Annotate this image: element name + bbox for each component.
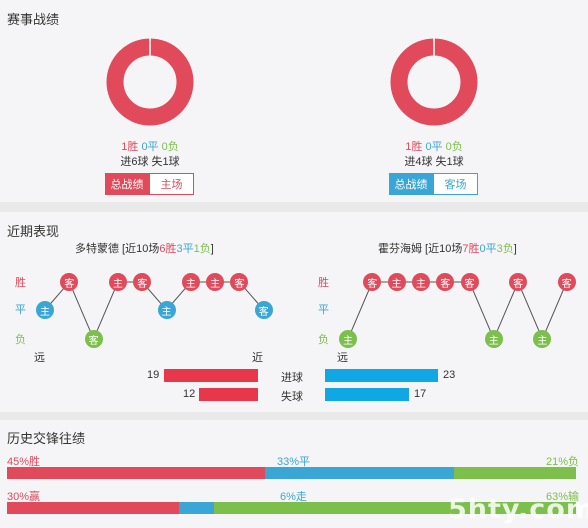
right-form-line [347, 280, 568, 341]
left-total-button[interactable]: 总战绩 [105, 173, 149, 195]
left-draw: 0平 [141, 141, 159, 153]
right-match-node[interactable]: 客 [557, 273, 576, 291]
handicap-win-label: 30%赢 [7, 491, 41, 503]
handicap-loss-bar [214, 502, 576, 514]
left-ylabel-win: 胜 [15, 277, 26, 289]
right-goals-value: 23 [443, 369, 456, 381]
right-far-label: 远 [337, 352, 348, 364]
history-loss-label: 21%负 [546, 456, 580, 468]
history-loss-bar [454, 467, 576, 479]
record-section: 赛事战绩 1胜 0平 0负 进6球 失1球 总战绩 主场 1胜 0平 0负 进4… [0, 0, 588, 202]
left-match-node[interactable]: 主 [157, 301, 176, 319]
handicap-win-bar [7, 502, 179, 514]
left-match-node[interactable]: 客 [60, 273, 79, 291]
right-team-summary: 霍芬海姆 [近10场7胜0平3负] [378, 240, 517, 256]
left-win: 1胜 [121, 141, 139, 153]
right-match-node[interactable]: 客 [509, 273, 528, 291]
right-team-prefix: [近10场 [422, 243, 463, 255]
right-loss: 0负 [445, 141, 463, 153]
recent-title: 近期表现 [7, 224, 60, 239]
left-conceded: 失1球 [151, 156, 180, 168]
right-draw: 0平 [425, 141, 443, 153]
right-conceded-bar [325, 388, 409, 401]
right-team-name: 霍芬海姆 [378, 243, 422, 255]
right-conceded-value: 17 [414, 388, 427, 400]
watermark-logo: 5hty.com [448, 494, 588, 525]
right-ylabel-win: 胜 [318, 277, 329, 289]
right-team-d: 0平 [479, 243, 497, 255]
handicap-loss-label: 63%输 [546, 491, 580, 503]
right-team-l: 3负 [496, 243, 514, 255]
left-loss: 0负 [161, 141, 179, 153]
right-match-node[interactable]: 客 [363, 273, 382, 291]
right-conceded: 失1球 [435, 156, 464, 168]
recent-section: 近期表现 多特蒙德 [近10场6胜3平1负] 霍芬海姆 [近10场7胜0平3负]… [0, 212, 588, 412]
left-match-node[interactable]: 主 [108, 273, 127, 291]
right-goals-bar [325, 369, 438, 382]
right-match-node[interactable]: 客 [436, 273, 455, 291]
right-goals: 进4球 [404, 156, 433, 168]
goals-label: 进球 [281, 372, 303, 384]
right-match-node[interactable]: 客 [460, 273, 479, 291]
left-team-name: 多特蒙德 [75, 243, 119, 255]
right-match-node[interactable]: 主 [411, 273, 430, 291]
left-team-suffix: ] [210, 243, 214, 255]
left-match-node[interactable]: 客 [254, 301, 273, 319]
record-title: 赛事战绩 [7, 12, 60, 27]
left-ylabel-loss: 负 [15, 334, 26, 346]
left-near-label: 近 [252, 352, 263, 364]
left-goals-value: 19 [147, 369, 160, 381]
handicap-push-label: 6%走 [280, 491, 307, 503]
history-win-label: 45%胜 [7, 456, 41, 468]
left-team-d: 3平 [176, 243, 194, 255]
history-win-bar [7, 467, 265, 479]
left-team-l: 1负 [193, 243, 211, 255]
right-away-button[interactable]: 客场 [433, 173, 478, 195]
right-ylabel-loss: 负 [318, 334, 329, 346]
left-ylabel-draw: 平 [15, 304, 26, 316]
left-filter-buttons: 总战绩 主场 [105, 173, 194, 195]
right-donut [390, 38, 478, 126]
left-team-prefix: [近10场 [119, 243, 160, 255]
right-match-node[interactable]: 主 [387, 273, 406, 291]
left-match-node[interactable]: 客 [133, 273, 152, 291]
left-goals-bar [164, 369, 258, 382]
right-form-chart: 主客主主客客主客主客 [339, 270, 576, 350]
left-donut [106, 38, 194, 126]
left-team-summary: 多特蒙德 [近10场6胜3平1负] [75, 240, 214, 256]
right-match-node[interactable]: 主 [484, 330, 503, 348]
right-filter-buttons: 总战绩 客场 [389, 173, 478, 195]
history-title: 历史交锋往绩 [7, 431, 86, 446]
right-team-suffix: ] [513, 243, 517, 255]
right-match-node[interactable]: 主 [533, 330, 552, 348]
right-form-lines [347, 280, 568, 341]
left-goals: 进6球 [120, 156, 149, 168]
right-win: 1胜 [405, 141, 423, 153]
conceded-label: 失球 [281, 391, 303, 403]
left-form-lines [44, 281, 265, 341]
left-form-line [44, 281, 265, 341]
right-team-w: 7胜 [462, 243, 480, 255]
left-home-button[interactable]: 主场 [149, 173, 194, 195]
left-match-node[interactable]: 主 [181, 273, 200, 291]
left-form-chart: 主客客主客主主主客客 [36, 270, 273, 350]
history-section: 历史交锋往绩 45%胜 33%平 21%负 30%赢 6%走 63%输 5hty… [0, 420, 588, 528]
left-conceded-bar [199, 388, 258, 401]
right-ylabel-draw: 平 [318, 304, 329, 316]
left-match-node[interactable]: 客 [230, 273, 249, 291]
left-match-node[interactable]: 客 [84, 330, 103, 348]
left-team-w: 6胜 [159, 243, 177, 255]
left-conceded-value: 12 [183, 388, 196, 400]
right-record-stats: 1胜 0平 0负 进4球 失1球 [374, 140, 494, 170]
history-draw-bar [265, 467, 454, 479]
right-match-node[interactable]: 主 [339, 330, 357, 348]
history-draw-label: 33%平 [277, 456, 311, 468]
left-far-label: 远 [34, 352, 45, 364]
handicap-push-bar [179, 502, 214, 514]
right-total-button[interactable]: 总战绩 [389, 173, 433, 195]
left-match-node[interactable]: 主 [36, 301, 54, 319]
left-match-node[interactable]: 主 [206, 273, 225, 291]
left-record-stats: 1胜 0平 0负 进6球 失1球 [90, 140, 210, 170]
